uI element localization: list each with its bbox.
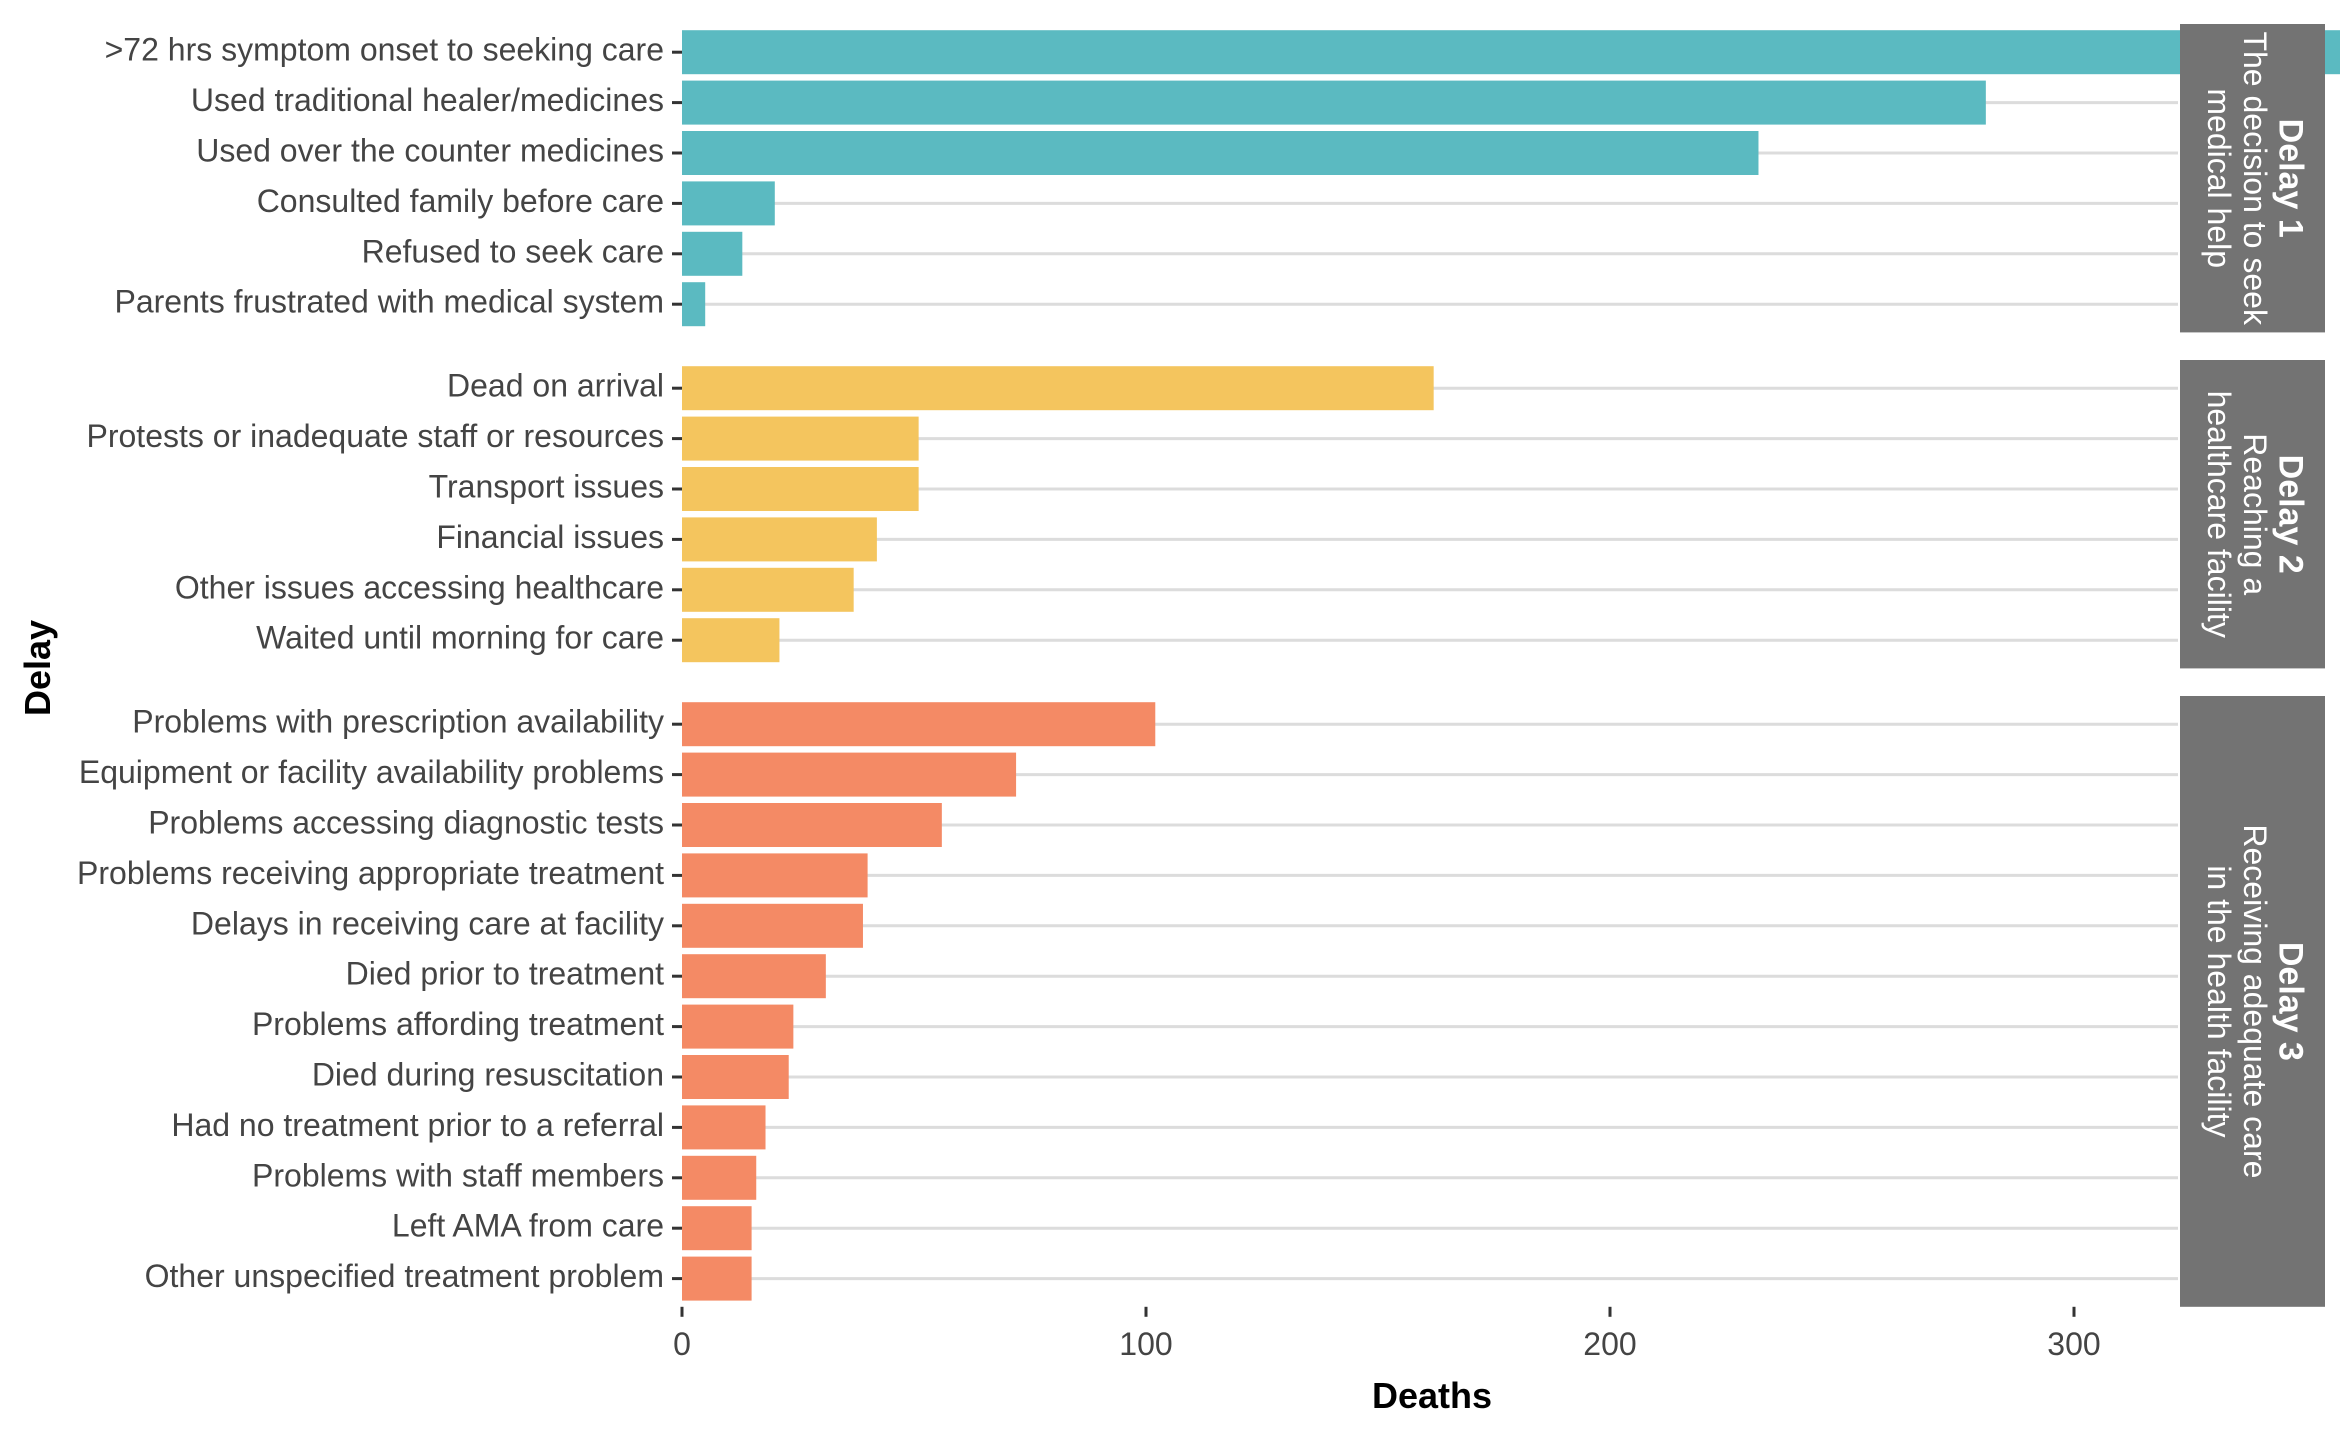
facet-strip-subtitle: healthcare facility bbox=[2201, 391, 2237, 638]
x-axis-title: Deaths bbox=[1372, 1375, 1492, 1416]
bar bbox=[682, 1206, 752, 1251]
facet-strip-subtitle: in the health facility bbox=[2201, 865, 2237, 1137]
category-label: Equipment or facility availability probl… bbox=[79, 754, 664, 790]
category-label: Parents frustrated with medical system bbox=[114, 284, 664, 320]
category-label: Financial issues bbox=[436, 519, 664, 555]
bar bbox=[682, 1155, 757, 1200]
facet-strip-1 bbox=[2180, 24, 2325, 333]
bars bbox=[682, 30, 2340, 1301]
facet-strip-subtitle: medical help bbox=[2201, 88, 2237, 268]
facet-strip-2 bbox=[2180, 360, 2325, 669]
category-label: Used over the counter medicines bbox=[196, 132, 664, 168]
bar bbox=[682, 282, 706, 327]
category-label: Problems with staff members bbox=[252, 1157, 664, 1193]
category-label: Died during resuscitation bbox=[312, 1056, 664, 1092]
bar bbox=[682, 231, 743, 276]
bar bbox=[682, 1004, 794, 1049]
bar bbox=[682, 131, 1759, 175]
category-label: Refused to seek care bbox=[362, 233, 664, 269]
bar bbox=[682, 80, 1986, 125]
category-label: Problems with prescription availability bbox=[132, 704, 664, 740]
category-label: Died prior to treatment bbox=[346, 956, 664, 992]
category-label: Transport issues bbox=[429, 468, 664, 504]
x-tick-label: 100 bbox=[1119, 1326, 1172, 1362]
facet-strip-subtitle: Reaching a bbox=[2237, 433, 2273, 595]
category-label: Consulted family before care bbox=[257, 183, 664, 219]
category-label: Dead on arrival bbox=[447, 368, 664, 404]
category-label: Had no treatment prior to a referral bbox=[171, 1107, 664, 1143]
category-label: Other issues accessing healthcare bbox=[175, 569, 664, 605]
bar bbox=[682, 517, 877, 562]
bar bbox=[682, 416, 919, 461]
category-label: >72 hrs symptom onset to seeking care bbox=[105, 32, 664, 68]
category-label: Left AMA from care bbox=[392, 1208, 664, 1244]
category-label: Problems accessing diagnostic tests bbox=[148, 804, 664, 840]
category-label: Waited until morning for care bbox=[256, 620, 664, 656]
category-labels: >72 hrs symptom onset to seeking care Use… bbox=[77, 32, 682, 1294]
category-label: Other unspecified treatment problem bbox=[145, 1258, 664, 1294]
y-axis-title: Delay bbox=[17, 620, 58, 716]
bar bbox=[682, 1055, 789, 1099]
bar bbox=[682, 803, 942, 847]
bar bbox=[682, 467, 919, 511]
bar bbox=[682, 181, 775, 226]
bar bbox=[682, 853, 868, 898]
facet-strip-title: Delay 3 bbox=[2272, 942, 2310, 1061]
bar bbox=[682, 1105, 766, 1150]
facet-strip-subtitle: The decision to seek bbox=[2237, 31, 2273, 326]
facet-strip-subtitle: Receiving adequate care bbox=[2237, 824, 2273, 1178]
bar bbox=[682, 702, 1156, 747]
bar bbox=[682, 618, 780, 663]
bar bbox=[682, 752, 1017, 797]
bar bbox=[682, 366, 1434, 411]
x-axis: 0100200300400 bbox=[673, 1306, 2101, 1362]
x-tick-label: 0 bbox=[673, 1326, 691, 1362]
facet-strip-title: Delay 2 bbox=[2272, 455, 2310, 574]
bar bbox=[682, 567, 854, 612]
category-label: Protests or inadequate staff or resource… bbox=[87, 418, 665, 454]
category-label: Problems affording treatment bbox=[252, 1006, 664, 1042]
gridlines bbox=[682, 50, 2178, 1281]
bar bbox=[682, 903, 863, 948]
bar bbox=[682, 1256, 752, 1301]
category-label: Used traditional healer/medicines bbox=[191, 82, 664, 118]
category-label: Delays in receiving care at facility bbox=[191, 905, 664, 941]
x-tick-label: 300 bbox=[2047, 1326, 2100, 1362]
bar bbox=[682, 30, 2340, 75]
category-label: Problems receiving appropriate treatment bbox=[77, 855, 664, 891]
bar bbox=[682, 954, 826, 999]
x-tick-label: 200 bbox=[1583, 1326, 1636, 1362]
facet-strip-title: Delay 1 bbox=[2272, 119, 2310, 238]
facet-strip-3 bbox=[2180, 696, 2325, 1307]
